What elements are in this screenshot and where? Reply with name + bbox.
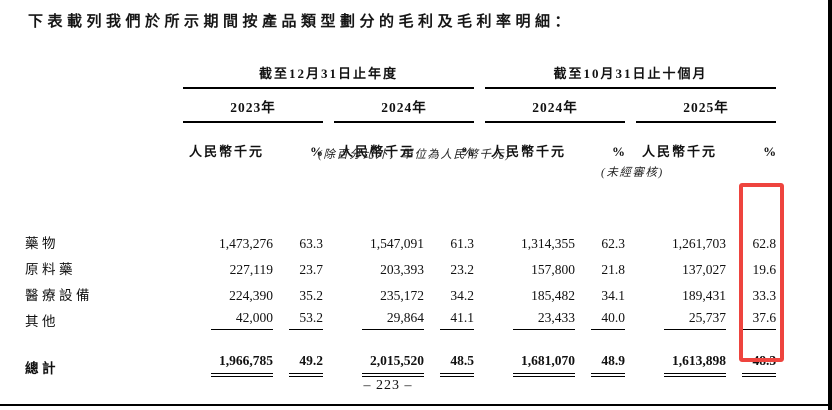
total-value: 1,966,785 <box>211 353 273 377</box>
period-group-10m: 截至10月31日止十個月 <box>485 56 777 89</box>
year-header-2025-10m: 2025年 <box>636 88 777 123</box>
total-value: 49.2 <box>289 353 323 377</box>
cell-value: 23.7 <box>299 262 323 277</box>
cell-value: 137,027 <box>682 262 727 277</box>
year-header-2024-10m: 2024年 <box>485 88 626 123</box>
pct-header: % <box>461 144 475 159</box>
row-label-drugs: 藥物 <box>25 236 59 251</box>
cell-value: 157,800 <box>531 262 576 277</box>
cell-value: 42,000 <box>211 310 273 330</box>
total-value: 2,015,520 <box>362 353 424 377</box>
cell-value: 19.6 <box>752 262 777 277</box>
cell-value: 227,119 <box>229 262 273 277</box>
year-header-2023: 2023年 <box>183 88 323 123</box>
total-value: 48.5 <box>440 353 475 377</box>
cell-value: 185,482 <box>531 288 576 303</box>
pct-header: % <box>310 144 323 159</box>
cell-value: 34.2 <box>450 288 475 303</box>
table-row: 藥物 1,473,276 63.3 1,547,091 61.3 1,314,3… <box>25 226 776 252</box>
period-group-fy: 截至12月31日止年度 <box>183 56 475 89</box>
cell-value: 41.1 <box>440 310 475 330</box>
table-row: 醫療設備 224,390 35.2 235,172 34.2 185,482 3… <box>25 278 776 304</box>
total-row: 總計 1,966,785 49.2 2,015,520 48.5 1,681,0… <box>25 343 777 377</box>
gross-profit-table: 截至12月31日止年度 截至10月31日止十個月 2023年 2024年 202… <box>25 56 777 377</box>
year-header-row: 2023年 2024年 2024年 2025年 <box>25 88 777 123</box>
cell-value: 235,172 <box>380 288 424 303</box>
unit-header: 人民幣千元 <box>491 144 567 159</box>
cell-value: 35.2 <box>299 288 323 303</box>
cell-value: 23.2 <box>450 262 475 277</box>
period-group-row: 截至12月31日止年度 截至10月31日止十個月 <box>25 56 777 89</box>
cell-value: 1,261,703 <box>672 236 727 251</box>
table-row: 原料藥 227,119 23.7 203,393 23.2 157,800 21… <box>25 252 776 278</box>
unit-header: 人民幣千元 <box>642 144 718 159</box>
footnote-units: (除百分比外，單位為人民幣千元) <box>318 149 511 161</box>
highlight-box <box>739 183 784 362</box>
cell-value: 224,390 <box>229 288 273 303</box>
cell-value: 189,431 <box>682 288 727 303</box>
cell-value: 29,864 <box>362 310 424 330</box>
page-number: – 223 – <box>363 378 413 393</box>
pct-header: % <box>763 144 777 159</box>
doc-title: 下表載列我們於所示期間按產品類型劃分的毛利及毛利率明細： <box>28 14 575 30</box>
cell-value: 53.2 <box>289 310 323 330</box>
footnote-unaudited: (未經審核) <box>601 167 664 179</box>
row-label-others: 其他 <box>25 314 59 329</box>
page-right-border <box>828 0 832 410</box>
cell-value: 62.3 <box>601 236 626 251</box>
row-label-medical-equipment: 醫療設備 <box>25 288 93 303</box>
cell-value: 40.0 <box>591 310 626 330</box>
cell-value: 63.3 <box>299 236 323 251</box>
unit-header: 人民幣千元 <box>340 144 416 159</box>
total-label: 總計 <box>25 361 59 376</box>
cell-value: 1,547,091 <box>370 236 424 251</box>
year-header-2024-fy: 2024年 <box>334 88 475 123</box>
pct-header: % <box>612 144 626 159</box>
unit-header: 人民幣千元 <box>189 144 265 159</box>
cell-value: 62.8 <box>752 236 777 251</box>
cell-value: 61.3 <box>450 236 475 251</box>
row-label-api: 原料藥 <box>25 262 76 277</box>
total-value: 1,681,070 <box>513 353 576 377</box>
total-value: 1,613,898 <box>664 353 727 377</box>
cell-value: 34.1 <box>601 288 626 303</box>
cell-value: 1,314,355 <box>521 236 576 251</box>
cell-value: 203,393 <box>380 262 424 277</box>
cell-value: 1,473,276 <box>219 236 273 251</box>
cell-value: 33.3 <box>752 288 777 303</box>
unit-header-row: 人民幣千元 % 人民幣千元 % 人民幣千元 % 人民幣千元 % <box>25 122 776 160</box>
cell-value: 23,433 <box>513 310 576 330</box>
cell-value: 21.8 <box>601 262 626 277</box>
cell-value: 37.6 <box>742 310 777 330</box>
table-row: 其他 42,000 53.2 29,864 41.1 23,433 40.0 2… <box>25 304 777 330</box>
cell-value: 25,737 <box>664 310 727 330</box>
total-value: 48.9 <box>591 353 626 377</box>
page-bottom-border <box>0 404 832 406</box>
